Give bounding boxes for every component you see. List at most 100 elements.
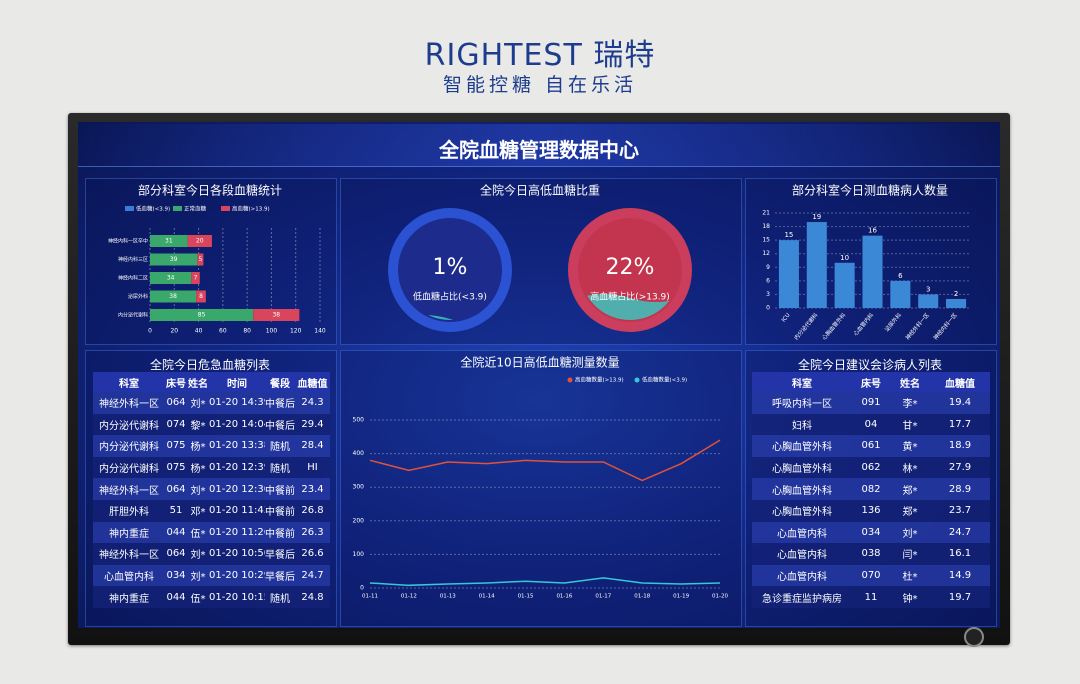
legend-label: 高血糖数量(>13.9) (575, 376, 624, 384)
data-label: 38 (272, 312, 280, 319)
table-cell: 044 (165, 521, 187, 544)
y-tick-label: 0 (360, 585, 364, 592)
y-tick-label: 18 (762, 223, 770, 230)
data-label: 38 (169, 293, 177, 300)
table-cell: 24.8 (295, 586, 330, 608)
data-label: 10 (840, 254, 849, 262)
table-row: 心胸血管外科 061 黄* 18.9 (752, 435, 990, 457)
table-row: 神内重症 044 伍* 01-20 11:26 中餐前 26.3 (93, 521, 330, 544)
table-cell: 妇科 (752, 413, 852, 436)
x-tick-label: 01-16 (556, 594, 572, 600)
bar-segment (197, 253, 204, 266)
brand: RIGHTEST 瑞特 (424, 38, 656, 73)
dashboard-title: 全院血糖管理数据中心 (439, 138, 639, 162)
data-label: 20 (196, 238, 204, 245)
table-cell: 064 (165, 543, 187, 565)
table-cell: 心血管内科 (752, 543, 852, 565)
power-button (964, 627, 984, 647)
column-header: 床号 (165, 372, 187, 392)
bar (834, 262, 855, 308)
x-tick-label: 0 (148, 328, 152, 335)
table-cell: 19.4 (930, 392, 990, 414)
table-cell: 钟* (890, 586, 930, 608)
table-cell: 林* (890, 456, 930, 479)
table-cell: 甘* (890, 413, 930, 436)
y-tick-label: 神经内科一区卒中 (108, 238, 148, 245)
table-cell: 郑* (890, 478, 930, 500)
table-cell: 070 (852, 564, 890, 587)
column-header: 时间 (209, 372, 265, 392)
bar (890, 280, 911, 308)
data-table: 科室 床号 姓名 时间 餐段 血糖值 神经外科一区 064 刘* 01-20 14:39 中餐后 24… (93, 372, 330, 608)
table-cell: 091 (852, 392, 890, 414)
table-cell: 随机 (265, 435, 295, 457)
table-cell: 中餐前 (265, 478, 295, 500)
table-cell: 061 (852, 435, 890, 457)
column-header: 餐段 (265, 372, 295, 392)
table-cell: 心血管内科 (752, 564, 852, 587)
table-cell: 034 (165, 564, 187, 587)
table-cell: HI (295, 456, 330, 479)
table-cell: 01-20 12:39 (209, 456, 265, 479)
x-tick-label: 神经内科一区 (931, 311, 959, 342)
table-cell: 075 (165, 456, 187, 479)
x-tick-label: 神经外科一区 (904, 311, 932, 342)
table-cell: 01-20 10:15 (209, 586, 265, 608)
data-label: 6 (898, 272, 903, 280)
table-cell: 27.9 (930, 456, 990, 479)
legend-swatch (221, 206, 230, 211)
gauge-value: 22% (606, 255, 655, 280)
table-cell: 04 (852, 413, 890, 436)
table-cell: 刘* (187, 564, 209, 587)
legend-swatch (634, 377, 640, 383)
data-label: 5 (198, 256, 202, 263)
data-label: 16 (868, 227, 877, 235)
y-tick-label: 6 (766, 277, 770, 284)
legend-label: 低血糖数量(<3.9) (642, 376, 687, 384)
table-row: 心血管内科 034 刘* 01-20 10:29 早餐后 24.7 (93, 564, 330, 587)
gauge-inner (398, 218, 502, 322)
legend-label: 高血糖(>13.9) (232, 205, 270, 213)
bar (918, 294, 939, 308)
table-cell: 中餐后 (265, 392, 295, 414)
bar-segment (187, 235, 212, 247)
table-cell: 伍* (187, 586, 209, 608)
x-tick-label: 01-15 (518, 594, 534, 600)
table-row: 心胸血管外科 136 郑* 23.7 (752, 499, 990, 522)
table-cell: 24.7 (295, 564, 330, 587)
table-cell: 16.1 (930, 543, 990, 565)
table-cell: 中餐后 (265, 413, 295, 436)
table-row: 神经外科一区 064 刘* 01-20 10:50 早餐后 26.6 (93, 543, 330, 565)
table-cell: 26.3 (295, 521, 330, 544)
x-tick-label: 100 (266, 328, 278, 335)
y-tick-label: 21 (762, 210, 770, 217)
table-row: 妇科 04 甘* 17.7 (752, 413, 990, 436)
table-cell: 神经外科一区 (93, 478, 165, 500)
data-label: 34 (167, 275, 175, 282)
table-cell: 26.8 (295, 499, 330, 522)
table-cell: 01-20 12:30 (209, 478, 265, 500)
data-label: 8 (199, 293, 203, 300)
y-tick-label: 15 (762, 237, 770, 244)
x-tick-label: 01-14 (479, 594, 495, 600)
header-row: 科室 床号 姓名 血糖值 (752, 372, 990, 392)
data-table: 科室 床号 姓名 血糖值 呼吸内科一区 091 李* 19.4 妇科 04 甘* 17.7 心胸血管外科… (752, 372, 990, 608)
bar (778, 240, 799, 308)
line-chart: 全院近10日高低血糖测量数量 高血糖数量(>13.9) 低血糖数量(<3.9)01… (353, 355, 729, 600)
chart-title: 全院今日高低血糖比重 (480, 183, 600, 198)
table-cell: 24.7 (930, 521, 990, 544)
table-row: 心胸血管外科 062 林* 27.9 (752, 456, 990, 479)
table-cell: 26.6 (295, 543, 330, 565)
table-cell: 心血管内科 (752, 521, 852, 544)
table-cell: 14.9 (930, 564, 990, 587)
table-cell: 044 (165, 586, 187, 608)
y-tick-label: 100 (353, 551, 365, 558)
x-tick-label: 01-11 (362, 594, 378, 600)
table-cell: 064 (165, 478, 187, 500)
gauge-label: 低血糖占比(<3.9) (413, 291, 487, 303)
data-label: 3 (926, 285, 930, 293)
bar-segment (150, 253, 198, 266)
bar (946, 298, 967, 308)
y-tick-label: 泌尿外科 (128, 293, 148, 300)
table-cell: 呼吸内科一区 (752, 392, 852, 414)
